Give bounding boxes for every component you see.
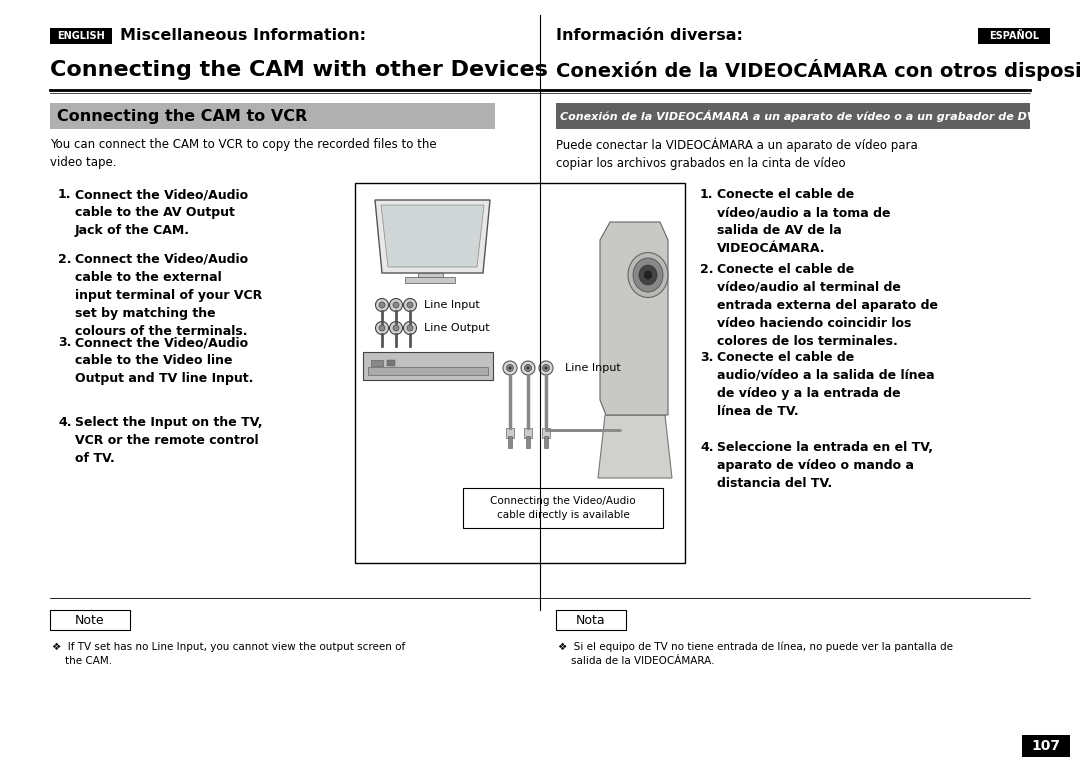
Circle shape (376, 322, 389, 335)
Bar (387, 360, 395, 366)
Circle shape (407, 325, 413, 331)
Text: Conecte el cable de
vídeo/audio a la toma de
salida de AV de la
VIDEOCÁMARA.: Conecte el cable de vídeo/audio a la tom… (717, 188, 891, 255)
Text: Connect the Video/Audio
cable to the external
input terminal of your VCR
set by : Connect the Video/Audio cable to the ext… (75, 253, 262, 338)
Text: ESPAÑOL: ESPAÑOL (989, 31, 1039, 41)
Polygon shape (375, 200, 490, 273)
Circle shape (390, 299, 403, 312)
Text: Conexión de la VIDEOCÁMARA con otros dispositivos: Conexión de la VIDEOCÁMARA con otros dis… (556, 59, 1080, 81)
Circle shape (379, 302, 384, 308)
Bar (507, 428, 514, 438)
Text: You can connect the CAM to VCR to copy the recorded files to the
video tape.: You can connect the CAM to VCR to copy t… (50, 138, 436, 169)
Ellipse shape (521, 361, 535, 375)
Text: Miscellaneous Information:: Miscellaneous Information: (120, 28, 366, 44)
Bar (508, 436, 512, 448)
Text: Connecting the CAM to VCR: Connecting the CAM to VCR (57, 108, 307, 124)
Text: Información diversa:: Información diversa: (556, 28, 743, 44)
Text: Conecte el cable de
vídeo/audio al terminal de
entrada externa del aparato de
ví: Conecte el cable de vídeo/audio al termi… (717, 263, 939, 348)
Bar (368, 367, 488, 375)
Bar (524, 428, 532, 438)
Bar (978, 28, 1050, 44)
Bar (355, 183, 685, 563)
Text: ❖  Si el equipo de TV no tiene entrada de línea, no puede ver la pantalla de
   : ❖ Si el equipo de TV no tiene entrada de… (558, 642, 953, 666)
Text: Conecte el cable de
audio/vídeo a la salida de línea
de vídeo y a la entrada de
: Conecte el cable de audio/vídeo a la sal… (717, 351, 934, 418)
Ellipse shape (542, 364, 550, 371)
Text: ❖  If TV set has no Line Input, you cannot view the output screen of
    the CAM: ❖ If TV set has no Line Input, you canno… (52, 642, 405, 666)
Bar (556, 610, 626, 630)
Bar (544, 436, 548, 448)
Bar (463, 488, 663, 528)
Bar (1022, 735, 1070, 757)
Polygon shape (381, 205, 484, 267)
Text: Seleccione la entrada en el TV,
aparato de vídeo o mando a
distancia del TV.: Seleccione la entrada en el TV, aparato … (717, 441, 933, 490)
Text: Nota: Nota (577, 613, 606, 626)
Text: 4.: 4. (700, 441, 714, 454)
Text: Note: Note (76, 613, 105, 626)
Ellipse shape (525, 364, 531, 371)
Bar (542, 428, 550, 438)
Circle shape (404, 322, 417, 335)
Text: 2.: 2. (58, 253, 71, 266)
Circle shape (404, 299, 417, 312)
Text: Connect the Video/Audio
cable to the Video line
Output and TV line Input.: Connect the Video/Audio cable to the Vid… (75, 336, 254, 385)
Text: Select the Input on the TV,
VCR or the remote control
of TV.: Select the Input on the TV, VCR or the r… (75, 416, 262, 465)
Text: 4.: 4. (58, 416, 71, 429)
Ellipse shape (503, 361, 517, 375)
Text: 1.: 1. (58, 188, 71, 201)
Text: 3.: 3. (58, 336, 71, 349)
Ellipse shape (639, 265, 657, 285)
Text: Line Input: Line Input (565, 363, 621, 373)
Text: 3.: 3. (700, 351, 714, 364)
Circle shape (376, 299, 389, 312)
Text: 2.: 2. (700, 263, 714, 276)
Text: Line Output: Line Output (424, 323, 489, 333)
Bar (372, 360, 383, 366)
Circle shape (390, 322, 403, 335)
Bar (556, 103, 1030, 129)
Polygon shape (598, 415, 672, 478)
Circle shape (379, 325, 384, 331)
Circle shape (393, 302, 399, 308)
Ellipse shape (539, 361, 553, 375)
Text: 1.: 1. (700, 188, 714, 201)
Ellipse shape (627, 252, 669, 297)
Ellipse shape (644, 270, 652, 280)
Bar (418, 273, 443, 278)
Text: Connecting the Video/Audio
cable directly is available: Connecting the Video/Audio cable directl… (490, 497, 636, 520)
Ellipse shape (507, 364, 513, 371)
Text: Puede conectar la VIDEOCÁMARA a un aparato de vídeo para
copiar los archivos gra: Puede conectar la VIDEOCÁMARA a un apara… (556, 138, 918, 170)
Text: Conexión de la VIDEOCÁMARA a un aparato de vídeo o a un grabador de DVD: Conexión de la VIDEOCÁMARA a un aparato … (561, 110, 1044, 122)
Text: Line Input: Line Input (424, 300, 480, 310)
Bar (50, 103, 495, 129)
Ellipse shape (509, 367, 512, 370)
Circle shape (393, 325, 399, 331)
Text: ENGLISH: ENGLISH (57, 31, 105, 41)
Ellipse shape (633, 258, 663, 292)
Bar (526, 436, 530, 448)
Text: 107: 107 (1031, 739, 1061, 753)
Bar (405, 277, 455, 283)
Bar (50, 610, 130, 630)
Text: Connecting the CAM with other Devices: Connecting the CAM with other Devices (50, 60, 548, 80)
Bar (50, 28, 112, 44)
Text: Connect the Video/Audio
cable to the AV Output
Jack of the CAM.: Connect the Video/Audio cable to the AV … (75, 188, 248, 237)
Polygon shape (600, 222, 669, 415)
Circle shape (407, 302, 413, 308)
Ellipse shape (544, 367, 548, 370)
Bar (363, 352, 492, 380)
Ellipse shape (527, 367, 529, 370)
